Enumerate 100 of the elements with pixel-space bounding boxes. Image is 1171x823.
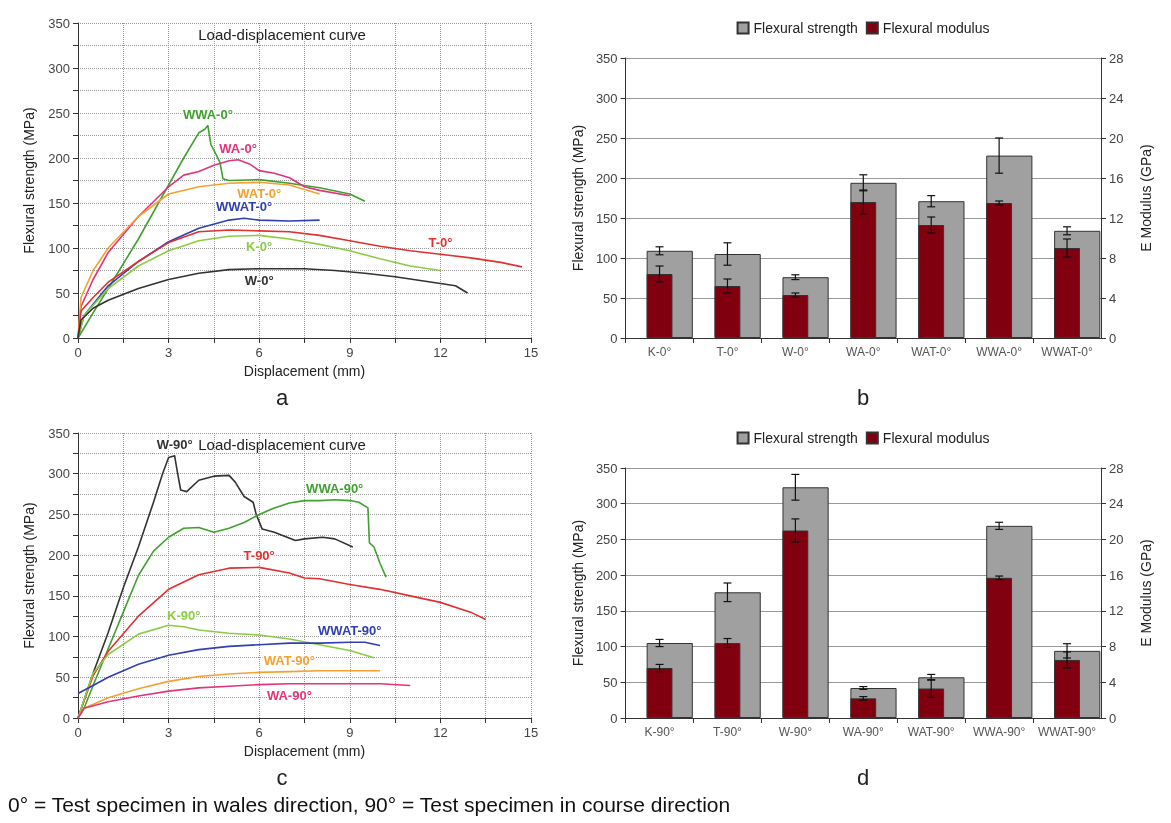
x-tick-label: 3 [164, 345, 173, 360]
y2-tick-label: 0 [1109, 330, 1117, 346]
x-tick-label: 12 [433, 345, 448, 360]
x-tick-label: WA-0° [846, 345, 881, 359]
y-tick-label: 100 [48, 629, 70, 645]
x-tick-label: WAT-0° [911, 345, 952, 359]
y-tick-label: 0 [610, 710, 618, 726]
chart-title: Load-displacement curve [198, 436, 366, 453]
x-tick-label: 6 [255, 725, 263, 740]
y2-tick-label: 24 [1109, 90, 1124, 106]
series-label: WA-0° [219, 140, 257, 156]
x-tick-label: 3 [164, 725, 173, 740]
line-series [77, 683, 411, 719]
x-tick-label: 15 [523, 725, 539, 740]
y-tick-label: 300 [595, 90, 618, 106]
y-tick-label: 0 [62, 710, 70, 726]
y2-tick-label: 12 [1109, 603, 1124, 619]
x-tick-label: 9 [346, 725, 354, 740]
text: c [276, 764, 288, 790]
text: d [856, 764, 870, 790]
chart-title: Load-displacement curve [198, 26, 366, 43]
series-label: WWAT-90° [318, 623, 382, 639]
y2-tick-label: 0 [1109, 710, 1117, 726]
y-axis-title: Flexural strength (MPa) [570, 124, 586, 272]
series-label: T-90° [243, 548, 275, 564]
x-tick-label: WAT-90° [907, 725, 955, 739]
legend-label: Flexural strength [753, 20, 858, 36]
y-tick-label: 100 [595, 639, 618, 655]
y2-tick-label: 8 [1109, 639, 1117, 655]
y-tick-label: 250 [595, 130, 618, 146]
x-tick-label: 0 [74, 345, 82, 360]
x-tick-label: T-90° [713, 725, 743, 739]
y2-tick-label: 8 [1109, 250, 1117, 266]
y2-tick-label: 16 [1109, 567, 1124, 583]
x-tick-label: WWA-0° [976, 345, 1023, 359]
x-tick-label: K-0° [647, 345, 672, 359]
y-tick-label: 250 [595, 531, 618, 547]
y2-tick-label: 28 [1109, 50, 1124, 66]
y2-axis-title: E Modulus (GPa) [1138, 539, 1154, 647]
x-tick-label: WWAT-90° [1037, 725, 1097, 739]
y2-tick-label: 4 [1109, 290, 1117, 306]
series-label: WWAT-0° [215, 199, 273, 215]
series-label: WAT-90° [263, 652, 315, 668]
y-tick-label: 50 [55, 285, 70, 301]
x-tick-label: 12 [433, 725, 448, 740]
y2-tick-label: 16 [1109, 170, 1124, 186]
y2-tick-label: 4 [1109, 674, 1117, 690]
y-tick-label: 150 [595, 603, 618, 619]
series-label: T-0° [428, 235, 453, 251]
y-tick-label: 150 [48, 195, 70, 211]
y-tick-label: 0 [610, 330, 618, 346]
text: b [856, 384, 870, 410]
y2-tick-label: 20 [1109, 130, 1124, 146]
y-tick-label: 200 [48, 547, 70, 563]
y-tick-label: 100 [595, 250, 618, 266]
x-tick-label: W-0° [782, 345, 809, 359]
series-label: K-90° [167, 607, 201, 623]
series-label: WAT-0° [237, 186, 282, 202]
y-tick-label: 350 [48, 425, 70, 441]
y-tick-label: 350 [595, 50, 618, 66]
x-axis-title: Displacement (mm) [243, 362, 366, 379]
x-tick-label: T-0° [716, 345, 739, 359]
series-label: K-0° [246, 239, 273, 255]
x-tick-label: K-90° [644, 725, 675, 739]
y2-tick-label: 12 [1109, 210, 1124, 226]
series-label: WWA-0° [182, 106, 233, 122]
x-tick-label: WWA-90° [972, 725, 1026, 739]
y-tick-label: 200 [48, 150, 70, 166]
y-tick-label: 100 [48, 240, 70, 256]
legend-label: Flexural modulus [882, 20, 990, 36]
x-tick-label: 6 [255, 345, 263, 360]
y-tick-label: 250 [48, 105, 70, 121]
y-tick-label: 150 [48, 588, 70, 604]
x-tick-label: WWAT-0° [1041, 345, 1093, 359]
x-tick-label: 15 [523, 345, 539, 360]
text: 0° = Test specimen in wales direction, 90° = Test specimen in course direction [8, 793, 732, 817]
y-tick-label: 300 [595, 496, 618, 512]
y-axis-title: Flexural strength (MPa) [570, 519, 586, 667]
y-tick-label: 250 [48, 506, 70, 522]
x-tick-label: W-90° [778, 725, 813, 739]
y2-axis-title: E Modulus (GPa) [1138, 144, 1154, 252]
y-tick-label: 150 [595, 210, 618, 226]
y-tick-label: 300 [48, 60, 70, 76]
y2-tick-label: 24 [1109, 496, 1124, 512]
legend-label: Flexural modulus [882, 430, 990, 446]
y-tick-label: 0 [62, 330, 70, 346]
y-tick-label: 50 [55, 669, 70, 685]
y-tick-label: 50 [603, 290, 618, 306]
series-label: W-0° [244, 272, 274, 288]
x-axis-title: Displacement (mm) [243, 742, 366, 759]
series-label: W-90° [156, 436, 193, 452]
x-tick-label: 0 [74, 725, 82, 740]
y-tick-label: 200 [595, 170, 618, 186]
y-tick-label: 50 [603, 674, 618, 690]
line-series [77, 124, 366, 339]
y2-tick-label: 20 [1109, 531, 1124, 547]
y-tick-label: 300 [48, 466, 70, 482]
y2-tick-label: 28 [1109, 460, 1124, 476]
x-tick-label: WA-90° [842, 725, 885, 739]
y-tick-label: 200 [595, 567, 618, 583]
